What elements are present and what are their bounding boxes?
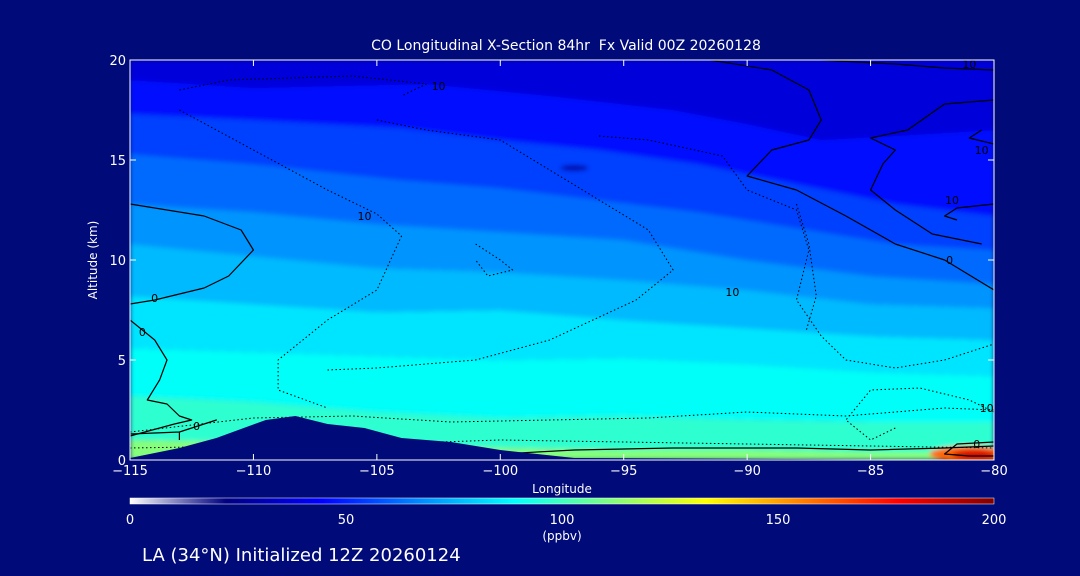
contour-solid-6 — [870, 99, 994, 245]
contour-label: 0 — [151, 292, 158, 305]
contour-solid-10 — [500, 445, 994, 455]
contour-dotted-16 — [796, 203, 817, 331]
contour-dotted-15 — [598, 135, 994, 369]
co-hotspot-core — [952, 450, 994, 460]
contour-solid-8 — [944, 203, 994, 221]
contour-dotted-13 — [327, 119, 674, 371]
chart-subtitle: LA (34°N) Initialized 12Z 20260124 — [142, 545, 461, 566]
plot-area: 10 10 10 10 10 0 10 0 0 10 0 0 — [130, 58, 994, 460]
chart-title: CO Longitudinal X-Section 84hr Fx Valid … — [371, 38, 761, 54]
contour-label: 0 — [193, 420, 200, 433]
co-band-55ppbv — [130, 114, 994, 250]
co-band-76ppbv — [130, 244, 994, 340]
x-tick-label: −85 — [857, 464, 884, 479]
colorbar-units: (ppbv) — [542, 529, 581, 543]
y-tick-label: 20 — [109, 54, 126, 69]
contour-solid-4 — [710, 60, 994, 291]
x-tick-label: −105 — [359, 464, 395, 479]
colorbar-tick-label: 0 — [126, 513, 134, 528]
contour-dotted-14 — [475, 243, 514, 277]
co-low-pocket — [560, 165, 589, 171]
contour-label: 10 — [975, 144, 989, 157]
x-tick-label: −90 — [733, 464, 760, 479]
contour-solid-7 — [968, 129, 994, 145]
x-tick-label: −115 — [112, 464, 148, 479]
co-band-38ppbv — [130, 60, 994, 140]
contour-label: 0 — [946, 254, 953, 267]
colorbar-tick-label: 50 — [338, 513, 355, 528]
colorbar-tick-label: 150 — [766, 513, 791, 528]
co-band-69ppbv — [130, 204, 994, 308]
colorbar — [129, 497, 995, 505]
contour-solid-9 — [944, 441, 994, 457]
contour-label: 10 — [980, 402, 994, 415]
y-axis-label: Altitude (km) — [86, 221, 100, 300]
x-tick-label: −110 — [236, 464, 272, 479]
y-tick-label: 15 — [109, 154, 126, 169]
contour-label: 10 — [432, 80, 446, 93]
contour-label: 10 — [358, 210, 372, 223]
co-band-84ppbv — [130, 296, 994, 376]
co-band-62ppbv — [130, 154, 994, 284]
co-band-90ppbv — [130, 348, 994, 422]
contour-label: 10 — [945, 194, 959, 207]
y-tick-label: 10 — [109, 254, 126, 269]
x-tick-label: −95 — [610, 464, 637, 479]
colorbar-tick-label: 200 — [982, 513, 1007, 528]
x-axis-label: Longitude — [532, 482, 592, 496]
contour-solid-1 — [130, 319, 193, 437]
y-tick-label: 5 — [118, 354, 126, 369]
contour-label: 10 — [725, 286, 739, 299]
contour-solid-0 — [130, 203, 254, 305]
contour-label: 0 — [139, 326, 146, 339]
contour-dotted-19 — [130, 439, 994, 449]
contour-solid-5 — [821, 60, 994, 71]
contour-label: 10 — [962, 58, 976, 71]
contour-solid-2 — [130, 419, 217, 435]
contour-dotted-11 — [179, 75, 427, 97]
co-band-46ppbv — [130, 80, 994, 216]
colorbar-tick-label: 100 — [550, 513, 575, 528]
contour-label: 0 — [973, 438, 980, 451]
terrain — [130, 416, 994, 460]
y-tick-label: 0 — [118, 454, 126, 469]
x-tick-label: −100 — [482, 464, 518, 479]
x-tick-label: −80 — [980, 464, 1007, 479]
